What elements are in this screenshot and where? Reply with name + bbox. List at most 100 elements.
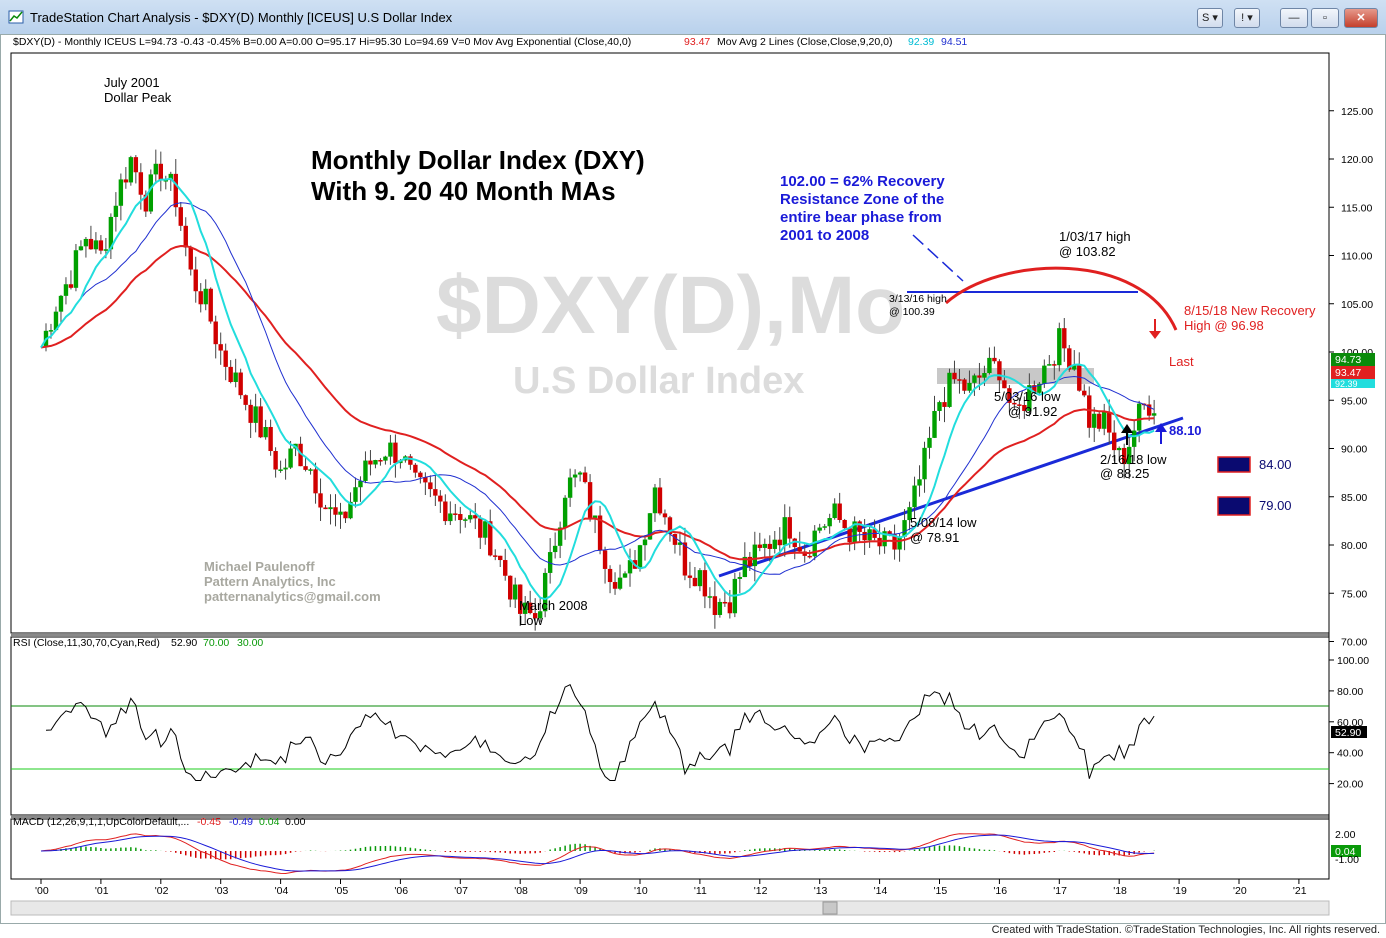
candle-body <box>687 575 693 578</box>
alert-menu-button[interactable]: ! ▾ <box>1234 8 1260 28</box>
minimize-icon[interactable]: — <box>1280 8 1308 28</box>
chart-title-1: Monthly Dollar Index (DXY) <box>311 145 645 175</box>
candle-body <box>817 527 822 531</box>
time-tick-label: '15 <box>934 885 948 897</box>
candle-body <box>662 513 668 518</box>
chart-area[interactable]: $DXY(D) - Monthly ICEUS L=94.73 -0.43 -0… <box>0 34 1386 924</box>
candle-body <box>498 555 503 561</box>
candle-body <box>453 513 458 515</box>
time-tick-label: '03 <box>215 885 229 897</box>
candle-body <box>278 469 283 471</box>
candle-body <box>268 426 273 452</box>
candle-body <box>1007 388 1012 403</box>
resistance-note-2: Resistance Zone of the <box>780 191 944 208</box>
candle-body <box>183 225 188 248</box>
rsi-overbought: 70.00 <box>203 637 229 649</box>
candle-body <box>657 487 663 514</box>
resistance-note-1: 102.00 = 62% Recovery <box>780 173 945 190</box>
symbol-menu-button[interactable]: S ▾ <box>1197 8 1223 28</box>
candle-body <box>513 584 518 600</box>
candle-body <box>857 521 862 532</box>
candle-body <box>742 556 748 578</box>
candle-body <box>473 515 478 519</box>
last-price-label: 94.73 <box>1335 354 1361 366</box>
candle-body <box>243 395 248 405</box>
rsi-panel-frame <box>10 636 1330 816</box>
candle-body <box>123 179 129 183</box>
price-chart[interactable]: $DXY(D) - Monthly ICEUS L=94.73 -0.43 -0… <box>1 35 1385 923</box>
candle-body <box>562 497 568 528</box>
candle-body <box>622 573 628 578</box>
rsi-label: RSI (Close,11,30,70,Cyan,Red) <box>13 637 160 649</box>
candle-body <box>642 539 648 546</box>
rsi-value-label: 52.90 <box>1335 727 1361 739</box>
candle-body <box>937 402 942 411</box>
time-tick-label: '07 <box>454 885 468 897</box>
candle-body <box>373 460 378 465</box>
time-tick-label: '12 <box>754 885 768 897</box>
horizontal-scrollbar[interactable] <box>10 900 1330 916</box>
low2014-annotation-1: 5/08/14 low <box>910 515 977 530</box>
candle-body <box>463 519 468 521</box>
low2018-annotation-2: @ 88.25 <box>1100 466 1149 481</box>
price-tick-label: 120.00 <box>1341 154 1373 166</box>
candle-body <box>408 456 413 465</box>
time-tick-label: '19 <box>1173 885 1187 897</box>
copyright-text: Created with TradeStation. ©TradeStation… <box>991 924 1380 936</box>
candle-body <box>478 518 483 538</box>
candle-body <box>927 437 932 448</box>
maximize-icon[interactable]: ▫ <box>1311 8 1339 28</box>
candle-body <box>313 469 318 494</box>
window-titlebar: TradeStation Chart Analysis - $DXY(D) Mo… <box>0 0 1386 35</box>
scrollbar-thumb[interactable] <box>822 901 838 915</box>
last-annotation: Last <box>1169 354 1194 369</box>
blue-up-arrow-icon <box>1155 423 1167 444</box>
candle-body <box>1126 446 1132 465</box>
chart-title-2: With 9. 20 40 Month MAs <box>311 176 616 206</box>
macd-tick-2: 2.00 <box>1335 829 1356 841</box>
candle-body <box>567 477 573 498</box>
candle-body <box>133 157 139 173</box>
candle-body <box>527 602 533 614</box>
time-tick-label: '01 <box>95 885 109 897</box>
ema-value: 93.47 <box>684 36 710 48</box>
candle-body <box>992 357 997 362</box>
candle-body <box>308 469 313 471</box>
time-tick-label: '11 <box>694 885 707 897</box>
candle-body <box>483 521 488 538</box>
candle-body <box>358 480 363 488</box>
high2016-annotation-1: 3/13/16 high <box>889 293 947 305</box>
candle-body <box>298 443 303 467</box>
candle-body <box>248 404 253 423</box>
ma9-value: 92.39 <box>908 36 934 48</box>
candle-body <box>163 180 168 182</box>
candle-body <box>942 402 947 407</box>
close-icon[interactable]: ✕ <box>1344 8 1378 28</box>
low2008-annotation-1: March 2008 <box>519 598 588 613</box>
time-tick-label: '16 <box>993 885 1007 897</box>
macd-histogram <box>45 843 1155 860</box>
red-down-arrow-icon <box>1149 319 1161 339</box>
candle-body <box>173 173 178 208</box>
window-title: TradeStation Chart Analysis - $DXY(D) Mo… <box>30 10 453 25</box>
candle-body <box>388 442 393 457</box>
candle-body <box>318 493 323 508</box>
high2017-annotation-2: @ 103.82 <box>1059 244 1116 259</box>
candle-body <box>283 467 288 470</box>
candle-body <box>982 373 987 378</box>
candle-body <box>518 584 523 614</box>
ma20-value: 94.51 <box>941 36 967 48</box>
macd-value-1: -0.45 <box>197 816 221 828</box>
candle-body <box>353 487 358 502</box>
candle-body <box>537 611 543 619</box>
candle-body <box>68 284 74 288</box>
author-company: Pattern Analytics, Inc <box>204 574 336 589</box>
candle-body <box>73 250 79 288</box>
candle-body <box>378 460 383 462</box>
low2016-annotation-1: 5/03/16 low <box>994 389 1061 404</box>
candle-body <box>1047 364 1052 366</box>
time-tick-label: '17 <box>1053 885 1067 897</box>
candle-body <box>757 544 762 548</box>
rsi-value-box <box>1331 726 1367 738</box>
candle-body <box>717 601 723 615</box>
